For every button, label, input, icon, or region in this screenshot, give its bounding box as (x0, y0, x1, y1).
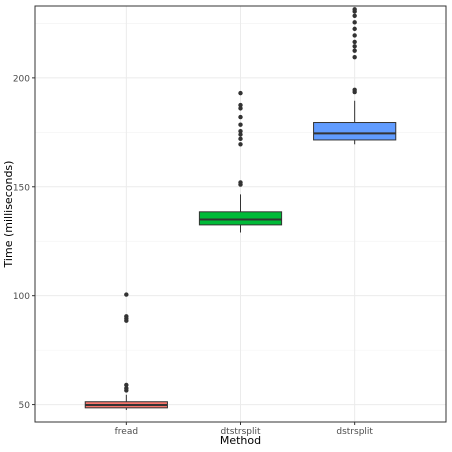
box-dstrsplit (313, 7, 397, 145)
outlier-point (238, 114, 243, 120)
outlier-point (352, 39, 357, 45)
outlier-point (124, 386, 129, 391)
x-axis-title: Method (220, 434, 261, 447)
y-tick-label: 200 (13, 74, 30, 84)
x-tick-label: dstrsplit (336, 427, 373, 437)
outlier-point (352, 20, 357, 25)
outlier-point (352, 26, 357, 32)
outlier-point (352, 87, 357, 93)
outlier-point (352, 54, 357, 60)
outlier-point (352, 33, 357, 38)
y-tick-label: 150 (13, 183, 30, 193)
outlier-point (352, 13, 357, 19)
box-body (313, 122, 397, 141)
box-layer (84, 7, 397, 411)
outlier-point (352, 44, 357, 49)
outlier-point (238, 106, 243, 111)
box-dtstrsplit (198, 90, 283, 233)
outlier-point (124, 314, 129, 319)
plot-border (34, 5, 447, 423)
outlier-point (352, 48, 357, 53)
outlier-point (238, 90, 243, 96)
x-tick-label: fread (115, 427, 138, 437)
outlier-point (238, 142, 243, 147)
outlier-point (238, 122, 243, 127)
outlier-point (124, 292, 129, 297)
outlier-point (238, 132, 243, 137)
y-tick-label: 100 (13, 292, 30, 302)
outlier-point (352, 7, 357, 12)
outlier-point (124, 382, 129, 388)
outlier-point (238, 102, 243, 108)
box-fread (84, 292, 168, 411)
y-axis-title: Time (milliseconds) (2, 161, 15, 269)
x-tick-label: dtstrsplit (220, 427, 261, 437)
outlier-point (238, 136, 243, 142)
outlier-point (238, 180, 243, 185)
box-body (198, 211, 283, 226)
outlier-point (238, 129, 243, 134)
y-tick-label: 50 (19, 401, 31, 411)
